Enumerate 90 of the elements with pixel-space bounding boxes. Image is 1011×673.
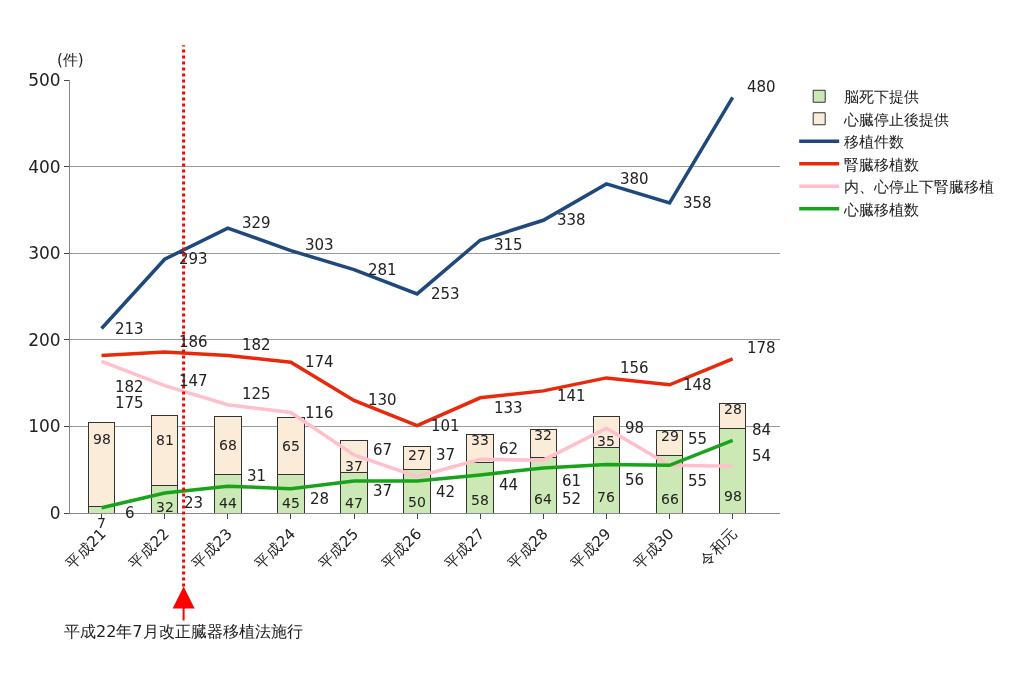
data-label: 28	[724, 401, 742, 417]
data-label: 62	[499, 440, 519, 458]
x-tick-label: 平成30	[630, 524, 678, 573]
y-tick-label: 200	[28, 329, 61, 350]
data-label: 76	[597, 489, 615, 505]
data-label: 293	[179, 250, 208, 268]
data-label: 380	[620, 170, 649, 188]
data-label: 175	[115, 394, 144, 412]
x-tick-label: 令和元	[696, 524, 741, 570]
data-label: 358	[683, 194, 712, 212]
data-label: 54	[752, 447, 772, 465]
data-label: 81	[156, 432, 174, 448]
data-label: 6	[125, 504, 135, 522]
data-label: 31	[247, 467, 267, 485]
data-label: 7	[97, 515, 106, 531]
data-label: 28	[310, 490, 330, 508]
x-tick-label: 平成27	[440, 524, 489, 573]
data-label: 50	[408, 494, 426, 510]
legend-label: 内、心停止下腎臓移植	[844, 178, 995, 197]
data-label: 66	[661, 491, 679, 507]
data-label: 68	[219, 437, 237, 453]
data-label: 116	[305, 404, 334, 422]
data-label: 37	[345, 458, 363, 474]
y-tick-label: 100	[28, 416, 61, 437]
data-label: 98	[93, 431, 111, 447]
data-label: 65	[282, 438, 300, 454]
data-label: 23	[184, 494, 204, 512]
x-tick-label: 平成25	[314, 524, 363, 573]
data-label: 67	[373, 441, 393, 459]
data-label: 52	[562, 490, 582, 508]
data-label: 147	[179, 372, 208, 390]
data-label: 32	[534, 427, 552, 443]
data-label: 55	[688, 430, 708, 448]
data-label: 141	[557, 387, 586, 405]
x-tick-label: 平成26	[377, 524, 426, 573]
data-label: 84	[752, 421, 772, 439]
data-label: 29	[661, 428, 679, 444]
y-tick-label: 300	[28, 243, 61, 264]
data-label: 45	[282, 495, 300, 511]
ref-line-label: 平成22年7月改正臓器移植法施行	[64, 622, 303, 641]
y-tick-label: 0	[49, 502, 61, 523]
data-label: 64	[534, 491, 552, 507]
data-label: 37	[436, 446, 456, 464]
data-label: 101	[431, 417, 460, 435]
x-tick-label: 平成28	[504, 524, 552, 573]
data-label: 303	[305, 236, 334, 254]
legend-label: 心臓停止後提供	[843, 110, 950, 129]
legend-label: 脳死下提供	[844, 88, 920, 107]
data-label: 281	[368, 261, 397, 279]
data-label: 35	[597, 433, 615, 449]
data-label: 33	[471, 432, 489, 448]
data-label: 156	[620, 359, 649, 377]
data-label: 98	[625, 419, 645, 437]
data-label: 56	[625, 471, 645, 489]
data-label: 98	[724, 488, 742, 504]
data-label: 130	[368, 391, 397, 409]
legend-label: 移植件数	[844, 133, 905, 152]
data-label: 329	[242, 214, 271, 232]
x-tick-label: 平成22	[125, 524, 173, 573]
y-axis-title: (件)	[57, 51, 84, 69]
data-label: 125	[242, 385, 271, 403]
data-label: 213	[115, 320, 144, 338]
data-label: 37	[373, 482, 393, 500]
data-label: 253	[431, 285, 460, 303]
data-label: 47	[345, 495, 363, 511]
data-label: 133	[494, 399, 523, 417]
data-label: 186	[179, 333, 208, 351]
data-label: 174	[305, 353, 334, 371]
data-label: 182	[115, 378, 144, 396]
legend-label: 心臓移植数	[843, 200, 920, 219]
y-tick-label: 500	[28, 69, 61, 90]
data-label: 338	[557, 211, 586, 229]
data-label: 480	[747, 78, 776, 96]
data-label: 27	[408, 447, 426, 463]
x-tick-label: 平成24	[251, 524, 300, 573]
data-label: 42	[436, 483, 456, 501]
y-tick-label: 400	[28, 156, 61, 177]
data-label: 148	[683, 376, 712, 394]
x-tick-label: 平成23	[188, 524, 236, 573]
data-label: 315	[494, 236, 523, 254]
data-label: 178	[747, 339, 776, 357]
data-label: 32	[156, 499, 174, 515]
data-label: 44	[499, 476, 519, 494]
data-label: 61	[562, 472, 582, 490]
data-label: 44	[219, 495, 237, 511]
data-label: 55	[688, 472, 708, 490]
legend-label: 腎臓移植数	[844, 155, 920, 174]
x-tick-label: 平成29	[567, 524, 615, 573]
data-label: 182	[242, 336, 271, 354]
data-label: 58	[471, 492, 489, 508]
